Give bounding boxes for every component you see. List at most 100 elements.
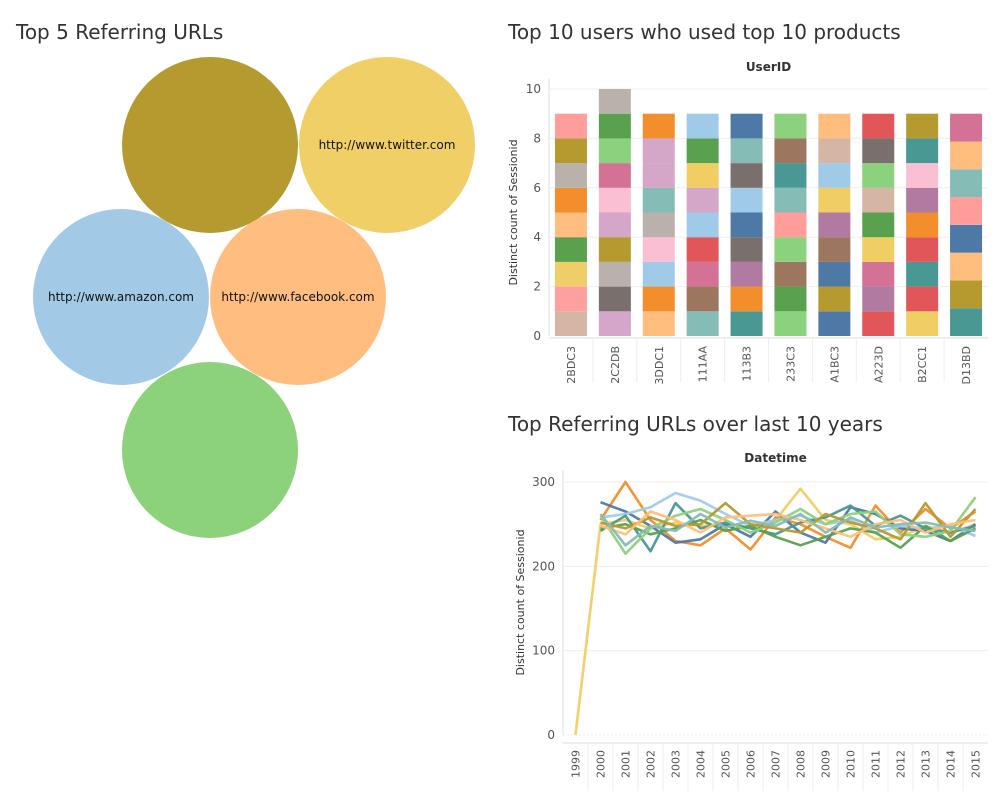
bar-segment[interactable] [642, 311, 675, 336]
bar-segment[interactable] [730, 163, 763, 188]
bar-segment[interactable] [906, 113, 939, 139]
bar-segment[interactable] [906, 261, 939, 287]
bubble-unlabeled-5[interactable] [122, 362, 298, 538]
bar-segment[interactable] [686, 187, 719, 213]
bar-segment[interactable] [642, 212, 675, 238]
bar-segment[interactable] [950, 252, 983, 281]
bar-segment[interactable] [862, 138, 895, 164]
bar-segment[interactable] [818, 286, 851, 312]
bar-segment[interactable] [950, 308, 983, 336]
bubble-facebook[interactable] [210, 209, 386, 385]
bar-segment[interactable] [554, 311, 587, 336]
bar-segment[interactable] [950, 113, 983, 142]
bar-segment[interactable] [598, 237, 631, 262]
bar-segment[interactable] [818, 212, 851, 238]
line-series-9[interactable] [600, 510, 976, 539]
bar-segment[interactable] [642, 187, 675, 213]
bar-segment[interactable] [730, 237, 763, 262]
bar-segment[interactable] [906, 286, 939, 312]
bar-segment[interactable] [554, 138, 587, 164]
bar-segment[interactable] [818, 113, 851, 139]
bar-segment[interactable] [774, 237, 807, 262]
bar-segment[interactable] [642, 261, 675, 287]
bar-segment[interactable] [554, 261, 587, 287]
bar-segment[interactable] [774, 138, 807, 164]
bar-segment[interactable] [642, 286, 675, 312]
bar-segment[interactable] [598, 163, 631, 188]
bar-segment[interactable] [598, 212, 631, 238]
bar-segment[interactable] [554, 163, 587, 188]
bar-segment[interactable] [642, 237, 675, 262]
line-series-10[interactable] [599, 512, 976, 547]
bar-segment[interactable] [730, 138, 763, 164]
bar-segment[interactable] [642, 113, 675, 139]
bar-segment[interactable] [818, 261, 851, 287]
bar-segment[interactable] [598, 138, 631, 164]
bar-segment[interactable] [862, 261, 895, 287]
bar-segment[interactable] [686, 138, 719, 164]
bar-segment[interactable] [950, 280, 983, 309]
bubble-unlabeled-1[interactable] [122, 57, 298, 233]
bar-segment[interactable] [686, 286, 719, 312]
bar-segment[interactable] [554, 212, 587, 238]
bar-segment[interactable] [642, 138, 675, 164]
bar-segment[interactable] [730, 113, 763, 139]
bar-segment[interactable] [774, 311, 807, 336]
bar-segment[interactable] [598, 286, 631, 312]
bar-segment[interactable] [554, 113, 587, 139]
bar-segment[interactable] [686, 113, 719, 139]
bubble-chart-title: Top 5 Referring URLs [16, 20, 224, 44]
line-series-3[interactable] [600, 500, 977, 544]
bar-segment[interactable] [730, 311, 763, 336]
bubble-amazon[interactable] [33, 209, 209, 385]
bar-segment[interactable] [950, 224, 983, 253]
bar-segment[interactable] [686, 261, 719, 287]
bar-segment[interactable] [686, 212, 719, 238]
bar-segment[interactable] [862, 237, 895, 262]
bar-segment[interactable] [862, 113, 895, 139]
bar-segment[interactable] [598, 261, 631, 287]
bar-segment[interactable] [554, 286, 587, 312]
bar-segment[interactable] [818, 163, 851, 188]
bar-segment[interactable] [598, 311, 631, 336]
bar-segment[interactable] [906, 163, 939, 188]
bar-segment[interactable] [598, 187, 631, 213]
bar-segment[interactable] [554, 237, 587, 262]
bar-segment[interactable] [950, 141, 983, 170]
bar-segment[interactable] [730, 212, 763, 238]
bar-segment[interactable] [950, 197, 983, 225]
bar-segment[interactable] [862, 311, 895, 336]
bar-segment[interactable] [774, 163, 807, 188]
bubble-twitter[interactable] [299, 57, 475, 233]
bar-segment[interactable] [906, 212, 939, 238]
bar-segment[interactable] [774, 187, 807, 213]
bar-segment[interactable] [906, 237, 939, 262]
bar-segment[interactable] [686, 163, 719, 188]
bar-segment[interactable] [950, 169, 983, 198]
bar-segment[interactable] [774, 261, 807, 287]
bar-segment[interactable] [642, 163, 675, 188]
bar-segment[interactable] [686, 311, 719, 336]
bar-segment[interactable] [906, 311, 939, 336]
bar-segment[interactable] [686, 237, 719, 262]
bar-segment[interactable] [862, 286, 895, 312]
bar-segment[interactable] [598, 113, 631, 139]
bar-segment[interactable] [818, 311, 851, 336]
bar-segment[interactable] [906, 187, 939, 213]
bar-segment[interactable] [818, 138, 851, 164]
bar-segment[interactable] [598, 89, 631, 114]
bar-segment[interactable] [730, 286, 763, 312]
bar-segment[interactable] [774, 286, 807, 312]
bar-segment[interactable] [730, 187, 763, 213]
bar-segment[interactable] [554, 187, 587, 213]
bar-segment[interactable] [862, 187, 895, 213]
bar-segment[interactable] [774, 212, 807, 238]
bar-segment[interactable] [862, 163, 895, 188]
bar-segment[interactable] [730, 261, 763, 287]
bar-segment[interactable] [906, 138, 939, 164]
bar-segment[interactable] [818, 187, 851, 213]
bar-segment[interactable] [774, 113, 807, 139]
line-series-8[interactable] [600, 501, 977, 541]
bar-segment[interactable] [818, 237, 851, 262]
bar-segment[interactable] [862, 212, 895, 238]
